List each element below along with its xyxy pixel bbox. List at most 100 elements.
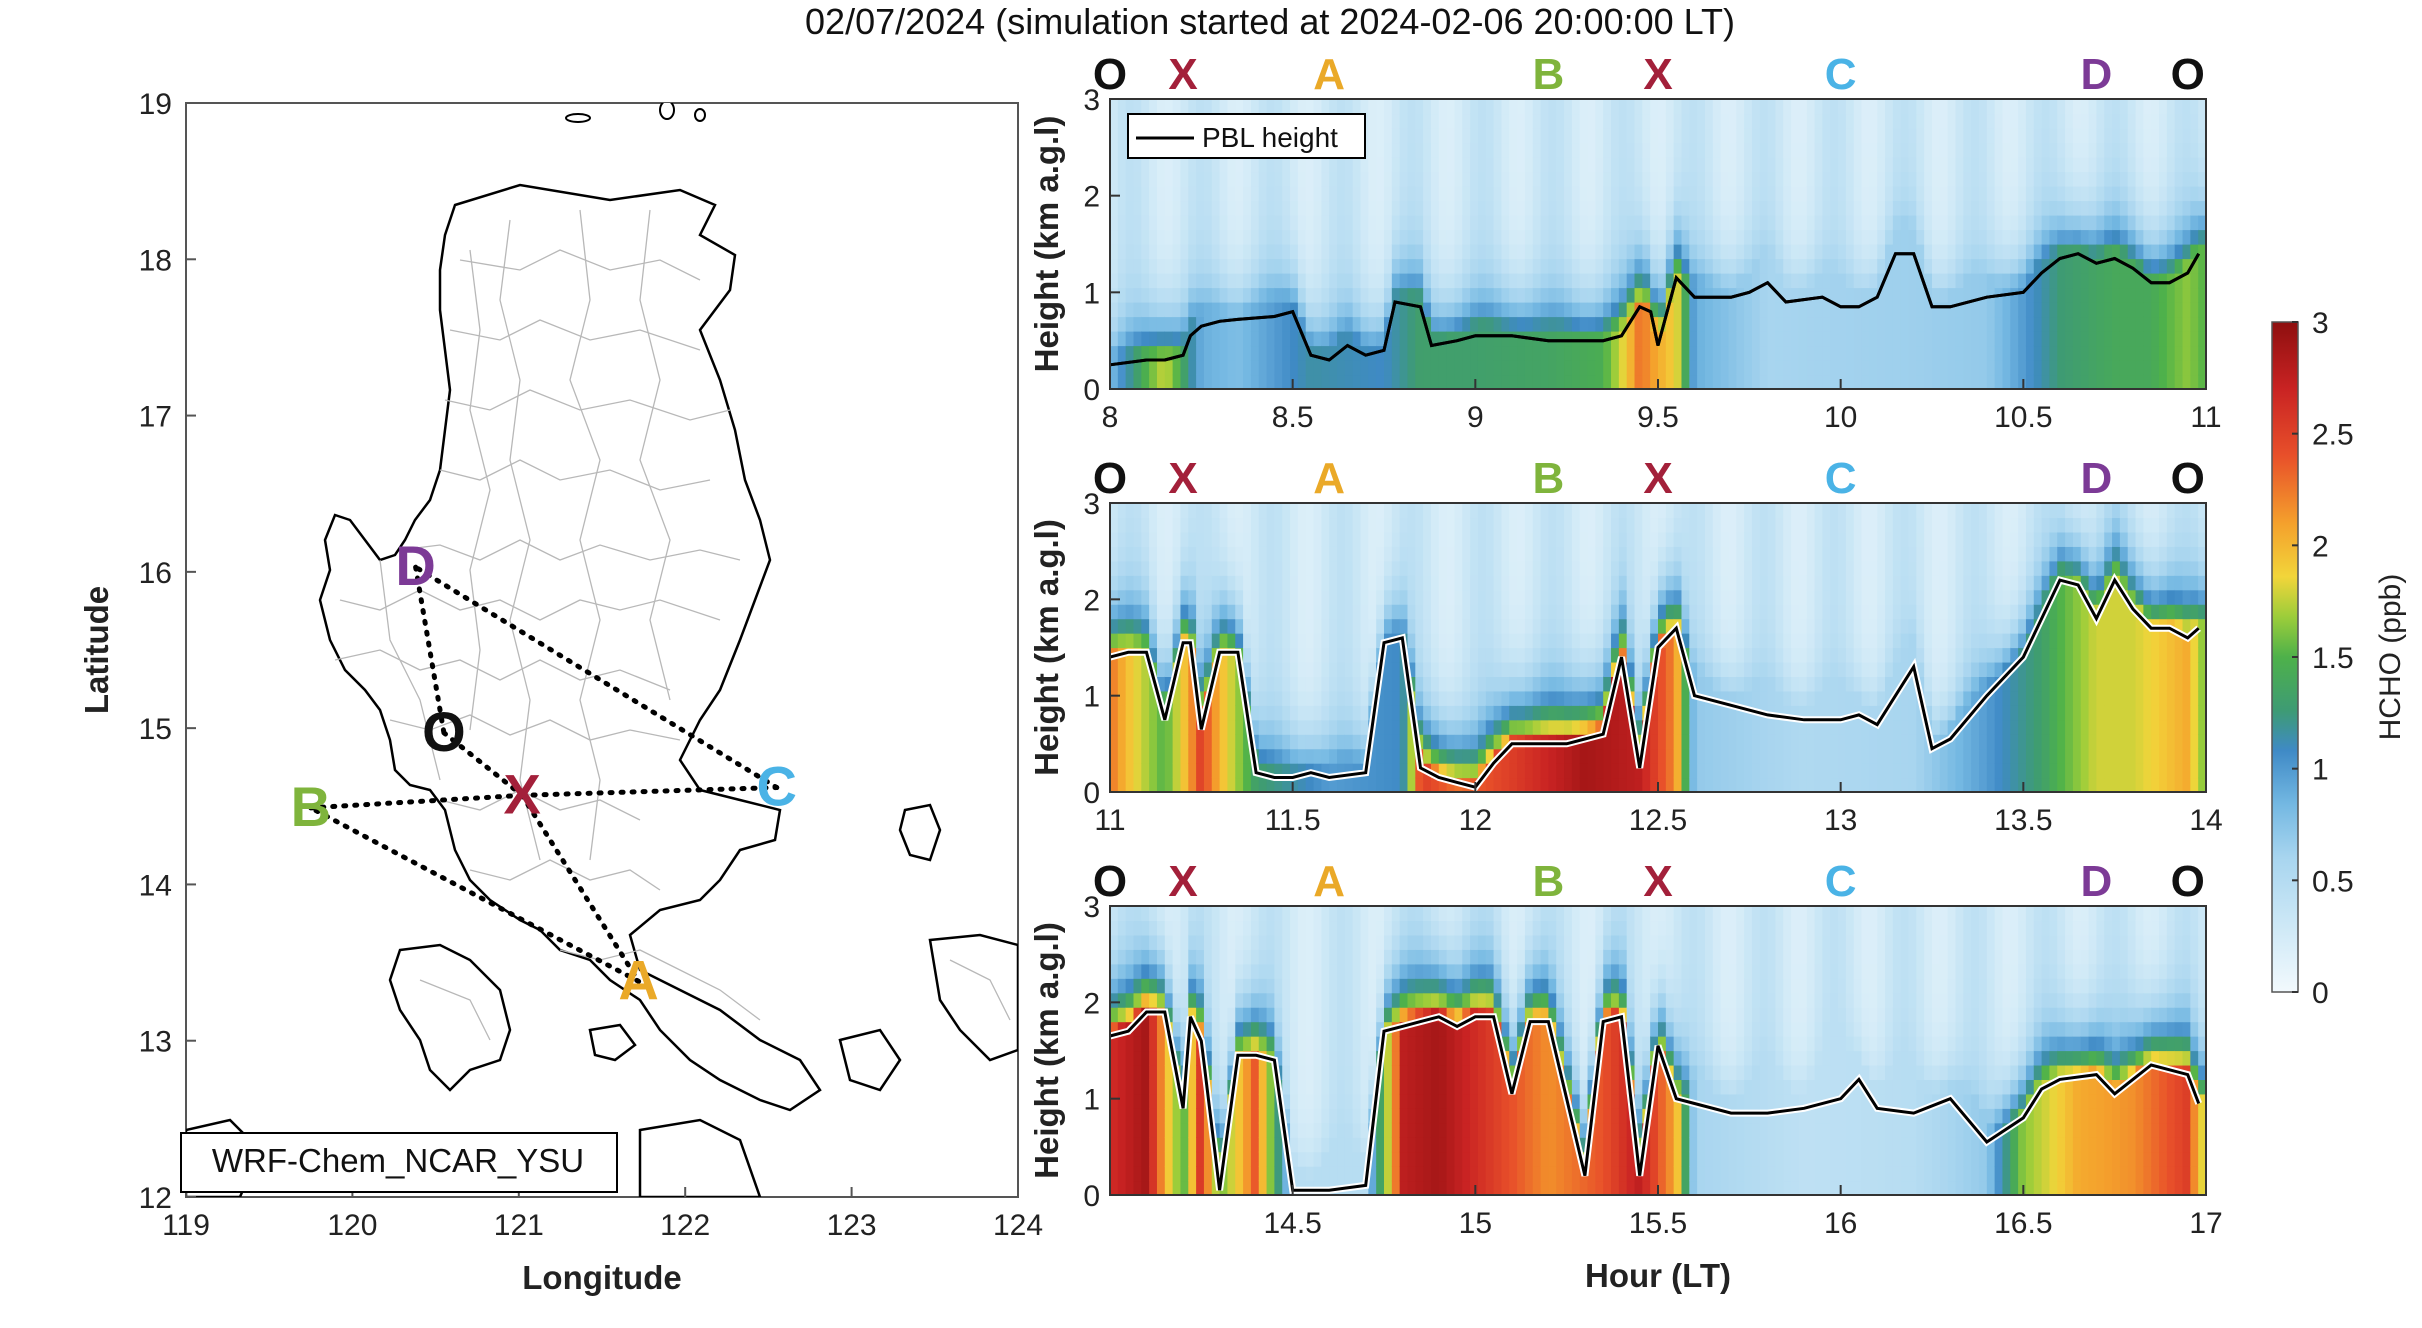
heatmap-cell <box>1587 244 1596 260</box>
heatmap-cell <box>1344 705 1354 721</box>
heatmap-cell <box>1579 661 1589 677</box>
heatmap-cell <box>1203 546 1213 562</box>
heatmap-cell <box>1290 604 1299 620</box>
heatmap-cell <box>1501 618 1510 634</box>
heatmap-cell <box>1321 287 1330 303</box>
heatmap-cell <box>1172 705 1182 721</box>
heatmap-cell <box>1485 589 1495 605</box>
heatmap-cell <box>1783 777 1792 793</box>
heatmap-cell <box>1477 186 1487 202</box>
heatmap-cell <box>1532 186 1542 202</box>
heatmap-cell <box>1391 374 1401 390</box>
heatmap-cell <box>1963 113 1972 129</box>
heatmap-cell <box>1438 273 1448 289</box>
heatmap-cell <box>1164 633 1174 649</box>
heatmap-cell <box>1485 575 1495 591</box>
heatmap-cell <box>1227 604 1236 620</box>
heatmap-cell <box>1650 705 1659 721</box>
heatmap-cell <box>2174 215 2184 231</box>
heatmap-cell <box>2198 229 2207 245</box>
heatmap-cell <box>1767 287 1777 303</box>
heatmap-cell <box>1869 215 1878 231</box>
heatmap-cell <box>1282 748 1291 764</box>
heatmap-cell <box>1689 113 1698 129</box>
heatmap-cell <box>1540 273 1549 289</box>
heatmap-cell <box>1814 244 1823 260</box>
heatmap-cell <box>1853 589 1863 605</box>
heatmap-cell <box>1595 734 1604 750</box>
heatmap-cell <box>1235 331 1244 347</box>
heatmap-cell <box>1885 99 1894 115</box>
heatmap-cell <box>1384 748 1393 764</box>
heatmap-cell <box>1947 331 1957 347</box>
heatmap-cell <box>2151 142 2160 158</box>
heatmap-cell <box>1438 113 1448 129</box>
heatmap-cell <box>1305 748 1315 764</box>
heatmap-cell <box>1446 546 1456 562</box>
heatmap-cell <box>1477 273 1487 289</box>
heatmap-cell <box>1759 719 1769 735</box>
heatmap-cell <box>1227 560 1236 576</box>
heatmap-cell <box>1243 360 1252 376</box>
heatmap-cell <box>2104 142 2113 158</box>
heatmap-cell <box>1376 589 1385 605</box>
heatmap-cell <box>1313 633 1322 649</box>
heatmap-cell <box>1869 374 1878 390</box>
heatmap-cell <box>2174 113 2184 129</box>
heatmap-cell <box>1454 661 1463 677</box>
heatmap-cell <box>2135 128 2144 144</box>
heatmap-cell <box>1916 157 1925 173</box>
heatmap-cell <box>1462 113 1471 129</box>
heatmap-cell <box>1564 316 1573 332</box>
heatmap-cell <box>1149 719 1158 735</box>
heatmap-cell <box>1430 517 1440 533</box>
heatmap-cell <box>1611 142 1620 158</box>
heatmap-cell <box>1595 360 1604 376</box>
heatmap-cell <box>1908 287 1917 303</box>
heatmap-cell <box>1524 186 1534 202</box>
heatmap-cell <box>1274 560 1283 576</box>
heatmap-cell <box>1141 575 1150 591</box>
heatmap-cell <box>1986 113 1996 129</box>
heatmap-cell <box>1830 186 1839 202</box>
heatmap-cell <box>1297 331 1307 347</box>
heatmap-cell <box>1540 302 1549 318</box>
heatmap-cell <box>1971 244 1980 260</box>
heatmap-cell <box>1822 316 1831 332</box>
heatmap-cell <box>1673 244 1683 260</box>
heatmap-cell <box>2080 374 2090 390</box>
heatmap-cell <box>1313 604 1322 620</box>
heatmap-cell <box>1258 618 1268 634</box>
heatmap-cell <box>1399 531 1409 547</box>
heatmap-cell <box>1916 560 1925 576</box>
heatmap-cell <box>1806 244 1816 260</box>
heatmap-cell <box>1814 200 1823 216</box>
heatmap-ytick-label: 3 <box>1083 84 1100 117</box>
heatmap-cell <box>1869 763 1878 779</box>
heatmap-cell <box>1963 302 1972 318</box>
heatmap-cell <box>2065 99 2074 115</box>
heatmap-cell <box>1384 113 1393 129</box>
heatmap-cell <box>1125 229 1135 245</box>
heatmap-cell <box>1532 763 1542 779</box>
heatmap-cell <box>1149 200 1158 216</box>
heatmap-cell <box>1900 503 1910 519</box>
heatmap-cell <box>1932 287 1941 303</box>
heatmap-cell <box>2174 360 2184 376</box>
heatmap-cell <box>1665 113 1675 129</box>
heatmap-cell <box>1509 546 1518 562</box>
map-ytick-label: 18 <box>139 244 172 277</box>
heatmap-cell <box>1603 531 1612 547</box>
heatmap-cell <box>1258 589 1268 605</box>
heatmap-cell <box>1681 633 1690 649</box>
heatmap-cell <box>1164 604 1174 620</box>
heatmap-cell <box>1564 604 1573 620</box>
heatmap-cell <box>1579 128 1589 144</box>
heatmap-cell <box>1243 618 1252 634</box>
heatmap-cell <box>1477 142 1487 158</box>
heatmap-cell <box>2096 331 2105 347</box>
heatmap-cell <box>1767 517 1777 533</box>
heatmap-cell <box>1384 157 1393 173</box>
heatmap-cell <box>1845 302 1855 318</box>
heatmap-cell <box>1885 633 1894 649</box>
